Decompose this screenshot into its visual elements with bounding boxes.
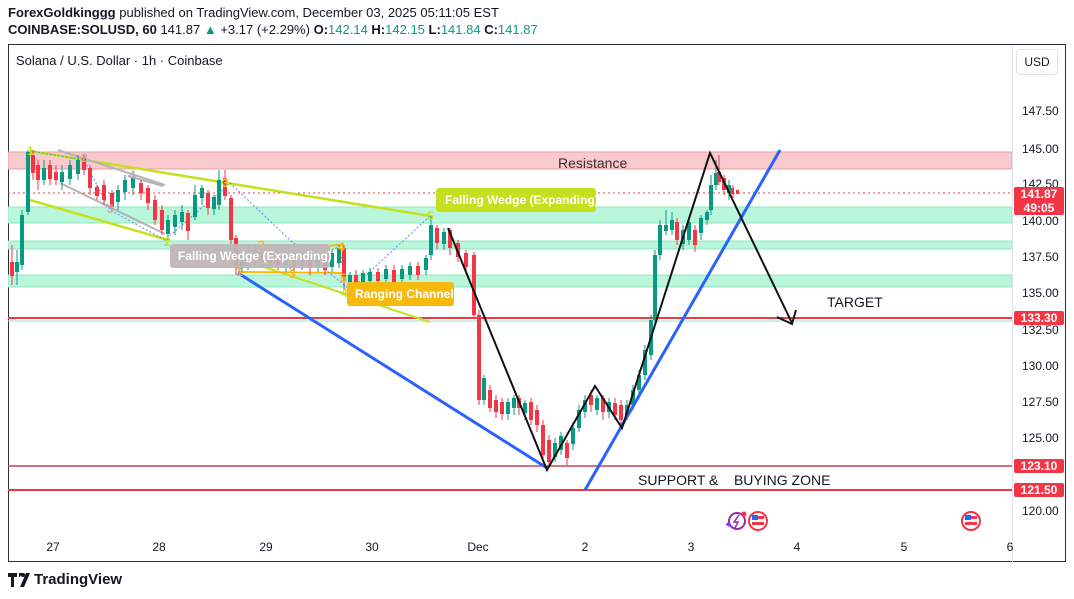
- price-label: 141.87 49:05: [1014, 187, 1064, 215]
- time-tick: Dec: [467, 540, 489, 554]
- time-tick: 30: [365, 540, 379, 554]
- price-tick: 140.00: [1022, 214, 1059, 228]
- publish-text: published on TradingView.com, December 0…: [115, 5, 499, 20]
- lightning-event-icon: ✦: [724, 511, 747, 531]
- falling-wedge-label: Falling Wedge (Expanding): [445, 193, 599, 207]
- price-axis-divider: [1012, 45, 1013, 562]
- time-tick: 29: [259, 540, 273, 554]
- svg-text:2: 2: [164, 235, 171, 249]
- price-tick: 145.00: [1022, 142, 1059, 156]
- svg-text:5: 5: [427, 209, 434, 223]
- open-label: O:: [313, 22, 329, 37]
- target-label: TARGET: [827, 294, 883, 310]
- chart-frame: [8, 44, 1066, 562]
- price-label: 123.10: [1014, 459, 1064, 473]
- currency-button[interactable]: USD: [1016, 49, 1058, 75]
- resistance-zone: [8, 151, 1012, 170]
- low-label: L:: [428, 22, 441, 37]
- price-label-value: 121.50: [1020, 483, 1058, 497]
- svg-text:4: 4: [129, 168, 136, 182]
- time-tick: 4: [793, 540, 801, 554]
- candlesticks: [10, 150, 739, 468]
- price-tick: 137.50: [1022, 250, 1059, 264]
- tradingview-logo-text: TradingView: [34, 571, 123, 588]
- svg-text:3: 3: [222, 176, 229, 190]
- svg-text:✦: ✦: [724, 520, 732, 531]
- us-flag-event-icon: [748, 511, 768, 531]
- svg-text:2: 2: [81, 151, 88, 165]
- support-buying-zone-label: SUPPORT & BUYING ZONE: [638, 472, 830, 488]
- price-label: 133.30: [1014, 311, 1064, 325]
- price-label-value: 133.30: [1020, 311, 1058, 325]
- low-value: 141.84: [440, 22, 481, 37]
- target-arrow-icon: [776, 309, 797, 326]
- tradingview-logo-icon: [8, 572, 30, 587]
- svg-text:3: 3: [107, 202, 114, 216]
- price-label-value: 141.87: [1020, 187, 1058, 201]
- time-tick: 3: [687, 540, 695, 554]
- high-label: H:: [371, 22, 386, 37]
- author-name[interactable]: ForexGoldkinggg: [8, 5, 116, 20]
- last-price: 141.87: [160, 22, 201, 37]
- ascending-trendline: [583, 149, 782, 491]
- resistance-label: Resistance: [558, 155, 627, 171]
- price-change: +3.17 (+2.29%): [220, 22, 310, 37]
- time-tick: 5: [900, 540, 908, 554]
- svg-text:1: 1: [236, 265, 243, 279]
- tradingview-logo[interactable]: TradingView: [8, 571, 122, 588]
- svg-text:1: 1: [27, 144, 34, 158]
- price-tick: 135.00: [1022, 286, 1059, 300]
- price-tick: 127.50: [1022, 395, 1059, 409]
- symbol-name: COINBASE:SOLUSD, 60: [8, 22, 157, 37]
- chart-symbol-title: Solana / U.S. Dollar · 1h · Coinbase: [16, 53, 223, 68]
- close-label: C:: [484, 22, 498, 37]
- time-tick: 28: [152, 540, 166, 554]
- symbol-info-bar: COINBASE:SOLUSD, 60 141.87 ▲ +3.17 (+2.2…: [8, 22, 538, 38]
- falling-wedge-label-2: Falling Wedge (Expanding): [178, 249, 332, 263]
- demand-zone-3: [8, 274, 1012, 288]
- price-label-value: 123.10: [1020, 459, 1058, 473]
- us-flag-event-icon-2: [961, 511, 981, 531]
- projected-path: [447, 150, 793, 473]
- open-value: 142.14: [328, 22, 368, 37]
- time-tick: 2: [581, 540, 589, 554]
- close-value: 141.87: [497, 22, 538, 37]
- descending-trendline: [237, 271, 548, 470]
- price-tick: 120.00: [1022, 504, 1059, 518]
- price-tick: 125.00: [1022, 431, 1059, 445]
- price-label: 121.50: [1014, 483, 1064, 497]
- price-tick: 130.00: [1022, 359, 1059, 373]
- chart-canvas[interactable]: 1 2 3 4 2 3 5 1 2 3 4 5 4 Resistance Fal…: [8, 45, 1012, 541]
- up-arrow-icon: ▲: [203, 22, 217, 37]
- ranging-channel-label: Ranging Channel: [355, 287, 454, 301]
- svg-text:4: 4: [338, 240, 345, 254]
- high-value: 142.15: [385, 22, 425, 37]
- demand-zone-2: [8, 240, 1012, 250]
- price-tick: 147.50: [1022, 104, 1059, 118]
- time-tick: 27: [46, 540, 60, 554]
- bar-countdown: 49:05: [1023, 201, 1055, 215]
- svg-text:4: 4: [341, 286, 348, 300]
- time-tick: 6: [1006, 540, 1014, 554]
- price-tick: 132.50: [1022, 323, 1059, 337]
- svg-text:5: 5: [340, 271, 347, 285]
- publish-info: ForexGoldkinggg published on TradingView…: [8, 5, 499, 21]
- svg-text:3: 3: [289, 267, 296, 281]
